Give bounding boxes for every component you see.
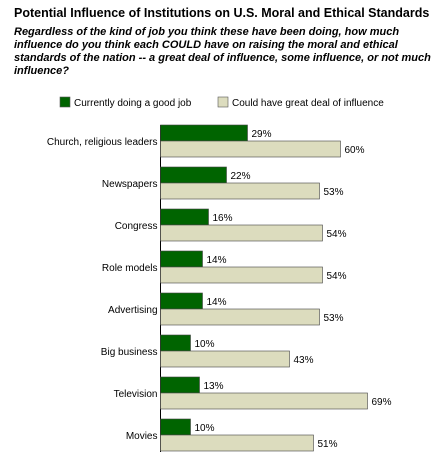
bar	[160, 208, 209, 226]
bar	[160, 182, 320, 200]
data-label: 16%	[213, 213, 233, 224]
category-label: Congress	[115, 221, 158, 232]
bar	[160, 292, 203, 310]
legend: Currently doing a good job Could have gre…	[59, 96, 384, 109]
category-label: Church, religious leaders	[47, 137, 158, 148]
data-label: 53%	[324, 313, 344, 324]
data-label: 43%	[294, 355, 314, 366]
category-label: Newspapers	[102, 179, 158, 190]
bar	[160, 124, 248, 142]
legend-label: Could have great deal of influence	[232, 98, 384, 109]
bar	[160, 418, 191, 436]
data-label: 10%	[195, 423, 215, 434]
bar	[160, 140, 341, 158]
data-label: 14%	[207, 255, 227, 266]
category-label: Role models	[102, 263, 158, 274]
bar	[160, 376, 200, 394]
bars: Church, religious leaders 29% 60% Newspaper…	[47, 124, 392, 452]
category-label: Television	[114, 389, 158, 400]
data-label: 51%	[318, 439, 338, 450]
data-label: 54%	[327, 229, 347, 240]
bar	[160, 434, 314, 452]
data-label: 54%	[327, 271, 347, 282]
bar	[160, 350, 290, 368]
bar	[160, 224, 323, 242]
data-label: 22%	[231, 171, 251, 182]
bar	[160, 308, 320, 326]
legend-swatch	[217, 96, 229, 108]
data-label: 29%	[252, 129, 272, 140]
data-label: 13%	[204, 381, 224, 392]
category-label: Movies	[126, 431, 158, 442]
bar	[160, 166, 227, 184]
data-label: 69%	[372, 397, 392, 408]
category-label: Big business	[101, 347, 158, 358]
bar	[160, 266, 323, 284]
chart-title: Potential Influence of Institutions on U…	[14, 6, 430, 20]
data-label: 60%	[345, 145, 365, 156]
data-label: 53%	[324, 187, 344, 198]
data-label: 14%	[207, 297, 227, 308]
data-label: 10%	[195, 339, 215, 350]
bar	[160, 250, 203, 268]
chart-subtitle: Regardless of the kind of job you think …	[14, 26, 431, 77]
bar	[160, 392, 368, 410]
legend-label: Currently doing a good job	[74, 98, 192, 109]
bar	[160, 334, 191, 352]
category-label: Advertising	[108, 305, 157, 316]
legend-swatch	[59, 96, 71, 108]
